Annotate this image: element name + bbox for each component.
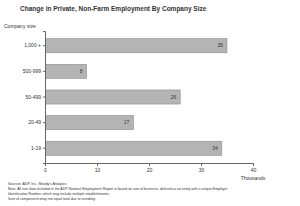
x-tick-label: 0 (44, 167, 47, 173)
title: Change in Private, Non-Farm Employment B… (20, 5, 207, 13)
data-labels: 35 8 26 17 34 (80, 42, 223, 151)
x-tick-label: 20 (147, 167, 153, 173)
x-tick-mark (149, 163, 150, 166)
y-tick-mark (43, 122, 45, 123)
y-tick: 500-999 (23, 68, 45, 74)
data-label: 8 (80, 68, 83, 74)
x-tick: 20 (147, 163, 153, 173)
bar (45, 64, 87, 78)
x-tick: 30 (199, 163, 205, 173)
note: Sum of components may not equal total du… (8, 197, 96, 201)
bar (45, 141, 222, 155)
chart: Change in Private, Non-Farm Employment B… (0, 0, 300, 206)
x-tick-mark (253, 163, 254, 166)
note: Sources: ADP, Inc.; Moody's Analytics (8, 182, 67, 186)
y-tick: 1-19 (31, 145, 45, 151)
x-tick-label: 10 (95, 167, 101, 173)
data-label: 35 (217, 42, 223, 48)
note: Note: All size data included in the ADP … (8, 187, 228, 191)
bar (45, 116, 133, 130)
data-label: 26 (171, 94, 177, 100)
bar (45, 90, 180, 104)
y-tick-label: 50-499 (25, 94, 41, 100)
y-tick-mark (43, 97, 45, 98)
plot: 35 8 26 17 34 0 10 20 30 40 1,000 + 500-999 50-499 20… (23, 32, 257, 173)
bars (45, 39, 227, 156)
y-axis-title: Company size (4, 23, 36, 29)
x-axis: 0 10 20 30 40 (44, 163, 256, 173)
x-tick: 0 (44, 163, 47, 173)
note: Identification Number, which may include… (8, 192, 110, 196)
data-label: 17 (124, 119, 130, 125)
x-tick: 40 (251, 163, 257, 173)
x-tick-label: 40 (251, 167, 257, 173)
y-tick-mark (43, 148, 45, 149)
y-axis-line (43, 32, 46, 164)
notes: Sources: ADP, Inc.; Moody's AnalyticsNot… (8, 182, 228, 201)
x-tick-label: 30 (199, 167, 205, 173)
y-tick-label: 1,000 + (24, 42, 41, 48)
y-tick-label: 500-999 (23, 68, 42, 74)
y-tick: 20-49 (28, 119, 45, 125)
data-label: 34 (212, 145, 218, 151)
y-tick-mark (43, 45, 45, 46)
y-axis: 1,000 + 500-999 50-499 20-49 1-19 (23, 32, 46, 164)
bar (45, 39, 227, 53)
y-tick-label: 20-49 (28, 119, 41, 125)
y-tick: 1,000 + (24, 42, 45, 48)
y-tick-mark (43, 71, 45, 72)
y-tick: 50-499 (25, 94, 45, 100)
x-tick-mark (97, 163, 98, 166)
x-axis-title: Thousands (241, 175, 266, 181)
x-tick-mark (201, 163, 202, 166)
y-tick-label: 1-19 (31, 145, 41, 151)
x-tick: 10 (95, 163, 101, 173)
